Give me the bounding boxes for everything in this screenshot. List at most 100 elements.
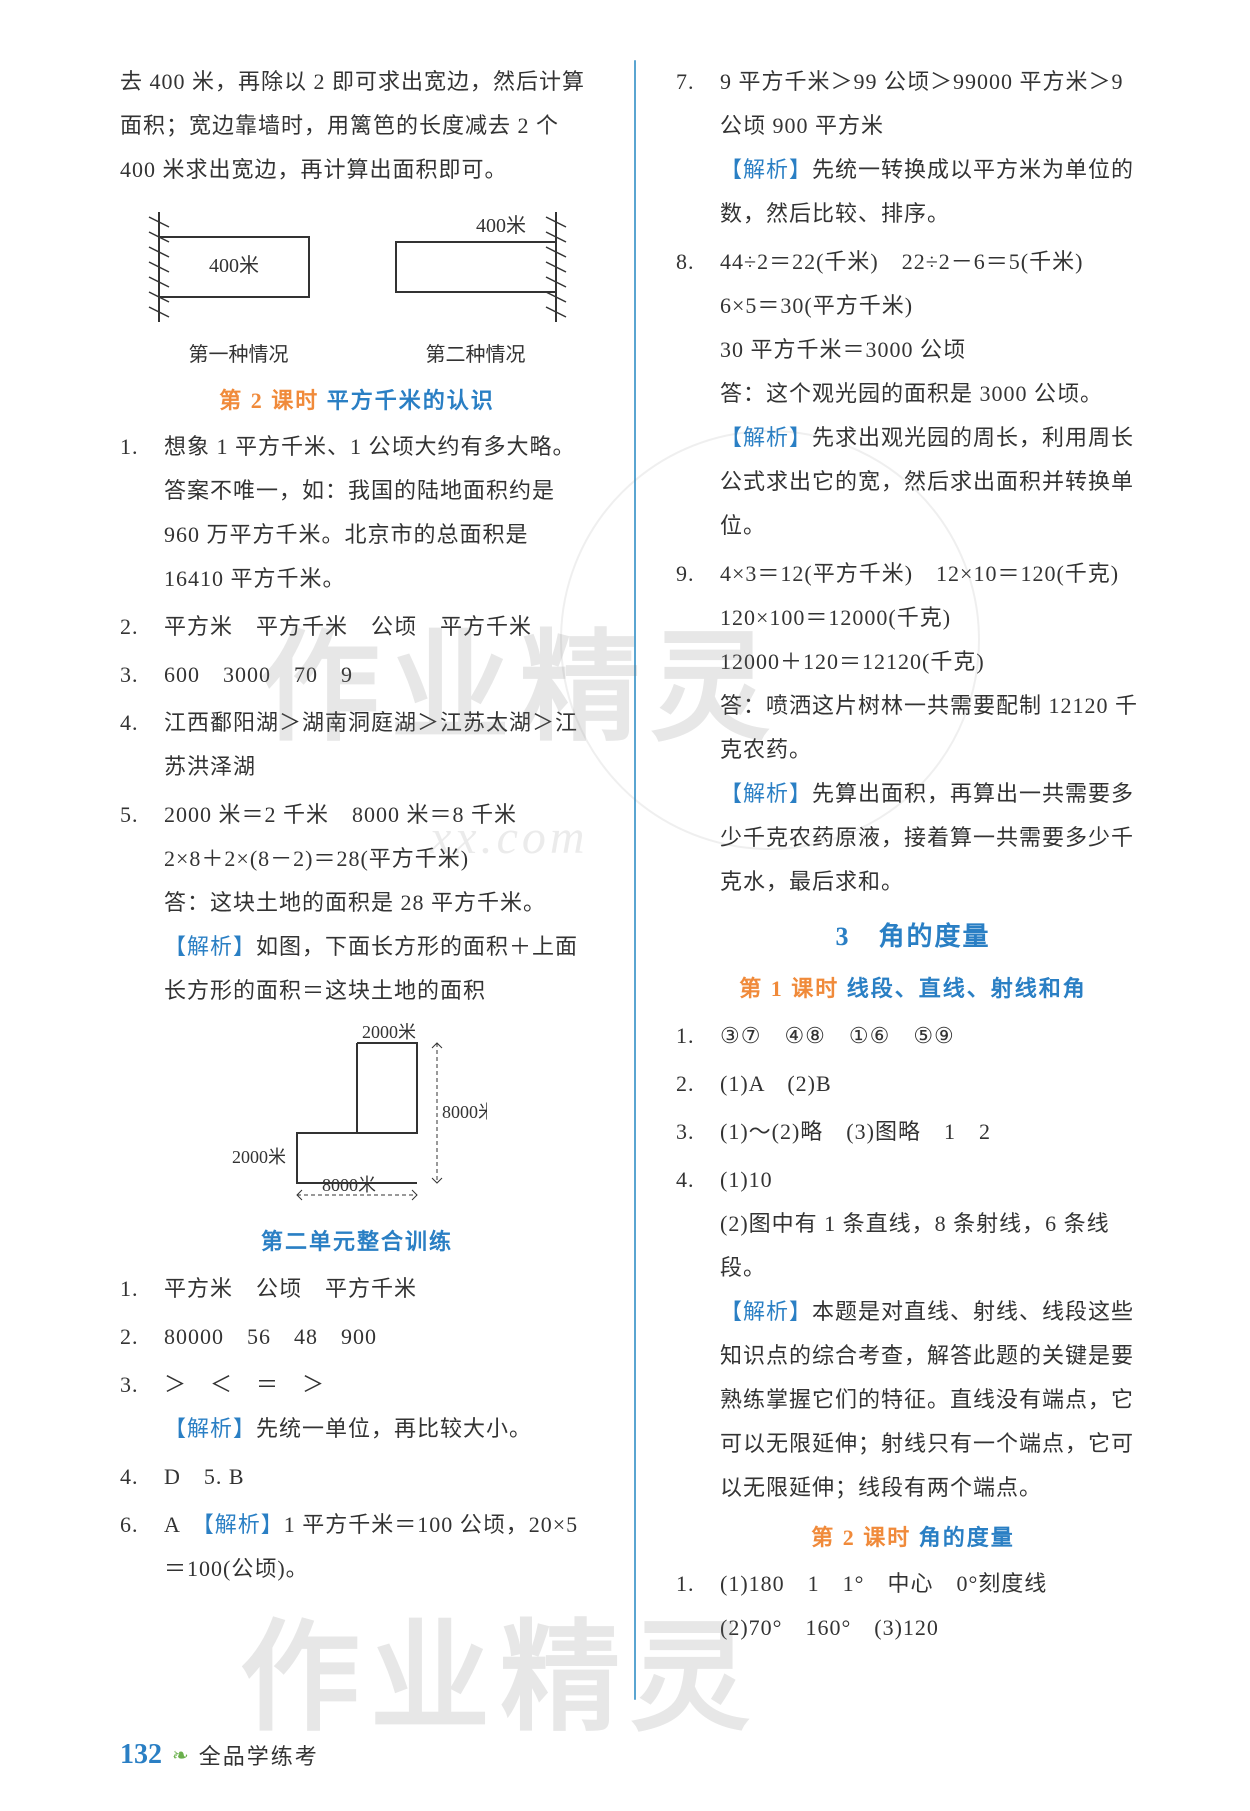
item-number: 1. [120, 425, 164, 601]
section-title-sq-km: 第 2 课时 平方千米的认识 [120, 377, 594, 425]
r9a: 4×3＝12(平方千米) 12×10＝120(千克) [720, 552, 1150, 596]
item-number: 8. [676, 240, 720, 548]
item-5: 5. 2000 米＝2 千米 8000 米＝8 千米 2×8＋2×(8－2)＝2… [120, 793, 594, 1013]
item-number: 4. [676, 1158, 720, 1510]
item-5b: 2×8＋2×(8－2)＝28(平方千米) [164, 837, 594, 881]
item-number: 1. [120, 1267, 164, 1311]
s1-4-ana: 本题是对直线、射线、线段这些知识点的综合考查，解答此题的关键是要熟练掌握它们的特… [720, 1299, 1134, 1500]
section-prefix: 第 2 课时 [811, 1525, 911, 1550]
item-4: 4. 江西鄱阳湖＞湖南洞庭湖＞江苏太湖＞江苏洪泽湖 [120, 701, 594, 789]
unit-3: 3. ＞ ＜ ＝ ＞ 【解析】先统一单位，再比较大小。 [120, 1363, 594, 1451]
s1-3: 3. (1)～(2)略 (3)图略 1 2 [676, 1110, 1150, 1154]
diagram-land: 2000米 2000米 8000米 8000米 [227, 1023, 487, 1203]
analysis-label: 【解析】 [720, 425, 812, 450]
item-number: 2. [676, 1062, 720, 1106]
analysis-label: 【解析】 [720, 1299, 812, 1324]
analysis-label: 【解析】 [720, 157, 812, 182]
item-number: 2. [120, 605, 164, 649]
diagram-3-wrapper: 2000米 2000米 8000米 8000米 [120, 1023, 594, 1208]
item-2: 2. 平方米 平方千米 公顷 平方千米 [120, 605, 594, 649]
s1-3-content: (1)～(2)略 (3)图略 1 2 [720, 1110, 1150, 1154]
right-7: 7. 9 平方千米＞99 公顷＞99000 平方米＞9 公顷 900 平方米 【… [676, 60, 1150, 236]
unit-3-ana: 先统一单位，再比较大小。 [256, 1416, 532, 1441]
item-number: 3. [676, 1110, 720, 1154]
r8c: 30 平方千米＝3000 公顷 [720, 328, 1150, 372]
section-main: 角的度量 [919, 1525, 1015, 1550]
s1-4a: (1)10 [720, 1158, 1150, 1202]
right-column: 7. 9 平方千米＞99 公顷＞99000 平方米＞9 公顷 900 平方米 【… [676, 60, 1150, 1700]
s1-1: 1. ③⑦ ④⑧ ①⑥ ⑤⑨ [676, 1014, 1150, 1058]
unit-6: 6. A 【解析】1 平方千米＝100 公顷，20×5＝100(公顷)。 [120, 1503, 594, 1591]
s2-1b: (2)70° 160° (3)120 [720, 1606, 1150, 1650]
right-9: 9. 4×3＝12(平方千米) 12×10＝120(千克) 120×100＝12… [676, 552, 1150, 904]
unit-2: 2. 80000 56 48 900 [120, 1315, 594, 1359]
leaf-icon: ❧ [172, 1743, 189, 1768]
svg-text:2000米: 2000米 [232, 1147, 286, 1167]
unit-4-5: 4. D 5. B [120, 1455, 594, 1499]
caption-2: 第二种情况 [426, 338, 526, 367]
unit-3-content: ＞ ＜ ＝ ＞ [164, 1363, 594, 1407]
r7a: 9 平方千米＞99 公顷＞99000 平方米＞9 公顷 900 平方米 [720, 60, 1150, 148]
item-number: 3. [120, 653, 164, 697]
svg-text:8000米: 8000米 [322, 1175, 376, 1195]
unit-4-5-content: D 5. B [164, 1455, 594, 1499]
unit-title: 第二单元整合训练 [120, 1218, 594, 1266]
item-number: 5. [120, 793, 164, 1013]
s2-1: 1. (1)180 1 1° 中心 0°刻度线 (2)70° 160° (3)1… [676, 1562, 1150, 1650]
section-main: 线段、直线、射线和角 [847, 976, 1087, 1001]
unit-1: 1. 平方米 公顷 平方千米 [120, 1267, 594, 1311]
item-number: 3. [120, 1363, 164, 1451]
svg-text:2000米: 2000米 [362, 1023, 416, 1042]
page-footer: 132 ❧ 全品学练考 [120, 1739, 319, 1771]
intro-text: 去 400 米，再除以 2 即可求出宽边，然后计算面积；宽边靠墙时，用篱笆的长度… [120, 60, 594, 192]
s1-4b: (2)图中有 1 条直线，8 条射线，6 条线段。 [720, 1202, 1150, 1290]
r8b: 6×5＝30(平方千米) [720, 284, 1150, 328]
s2-1a: (1)180 1 1° 中心 0°刻度线 [720, 1562, 1150, 1606]
r8a: 44÷2＝22(千米) 22÷2－6＝5(千米) [720, 240, 1150, 284]
footer-text: 全品学练考 [199, 1739, 319, 1771]
item-4-content: 江西鄱阳湖＞湖南洞庭湖＞江苏太湖＞江苏洪泽湖 [164, 701, 594, 789]
item-number: 6. [120, 1503, 164, 1591]
item-number: 9. [676, 552, 720, 904]
section-1-title: 第 1 课时 线段、直线、射线和角 [676, 965, 1150, 1013]
r8d: 答：这个观光园的面积是 3000 公顷。 [720, 372, 1150, 416]
diagram-case-1: 400米 [139, 202, 339, 332]
s1-2-content: (1)A (2)B [720, 1062, 1150, 1106]
s1-4: 4. (1)10 (2)图中有 1 条直线，8 条射线，6 条线段。 【解析】本… [676, 1158, 1150, 1510]
item-number: 2. [120, 1315, 164, 1359]
s1-1-content: ③⑦ ④⑧ ①⑥ ⑤⑨ [720, 1014, 1150, 1058]
unit-1-content: 平方米 公顷 平方千米 [164, 1267, 594, 1311]
item-3-content: 600 3000 70 9 [164, 653, 594, 697]
left-column: 去 400 米，再除以 2 即可求出宽边，然后计算面积；宽边靠墙时，用篱笆的长度… [120, 60, 594, 1700]
item-number: 4. [120, 1455, 164, 1499]
item-5a: 2000 米＝2 千米 8000 米＝8 千米 [164, 793, 594, 837]
item-number: 1. [676, 1562, 720, 1650]
section-2-title: 第 2 课时 角的度量 [676, 1514, 1150, 1562]
section-prefix: 第 2 课时 [219, 388, 319, 413]
right-8: 8. 44÷2＝22(千米) 22÷2－6＝5(千米) 6×5＝30(平方千米)… [676, 240, 1150, 548]
item-5c: 答：这块土地的面积是 28 平方千米。 [164, 881, 594, 925]
unit-6a: A [164, 1512, 203, 1537]
r9b: 120×100＝12000(千克) [720, 596, 1150, 640]
item-number: 1. [676, 1014, 720, 1058]
item-number: 4. [120, 701, 164, 789]
s1-2: 2. (1)A (2)B [676, 1062, 1150, 1106]
diagram-captions: 第一种情况 第二种情况 [120, 338, 594, 367]
section-prefix: 第 1 课时 [739, 976, 839, 1001]
r9c: 12000＋120＝12120(千克) [720, 640, 1150, 684]
r9d: 答：喷洒这片树林一共需要配制 12120 千克农药。 [720, 684, 1150, 772]
diagram2-label: 400米 [476, 214, 526, 237]
svg-text:8000米: 8000米 [442, 1102, 487, 1122]
item-1b: 答案不唯一，如：我国的陆地面积约是 960 万平方千米。北京市的总面积是 164… [164, 469, 594, 601]
section-main: 平方千米的认识 [327, 388, 495, 413]
page-number: 132 [120, 1739, 162, 1771]
analysis-label: 【解析】 [164, 1416, 256, 1441]
item-1: 1. 想象 1 平方千米、1 公顷大约有多大略。 答案不唯一，如：我国的陆地面积… [120, 425, 594, 601]
item-number: 7. [676, 60, 720, 236]
analysis-label: 【解析】 [720, 781, 812, 806]
unit-2-content: 80000 56 48 900 [164, 1315, 594, 1359]
analysis-label: 【解析】 [164, 934, 256, 959]
caption-1: 第一种情况 [189, 338, 289, 367]
analysis-label: 【解析】 [203, 1512, 284, 1537]
diagram-case-2: 400米 [376, 202, 576, 332]
